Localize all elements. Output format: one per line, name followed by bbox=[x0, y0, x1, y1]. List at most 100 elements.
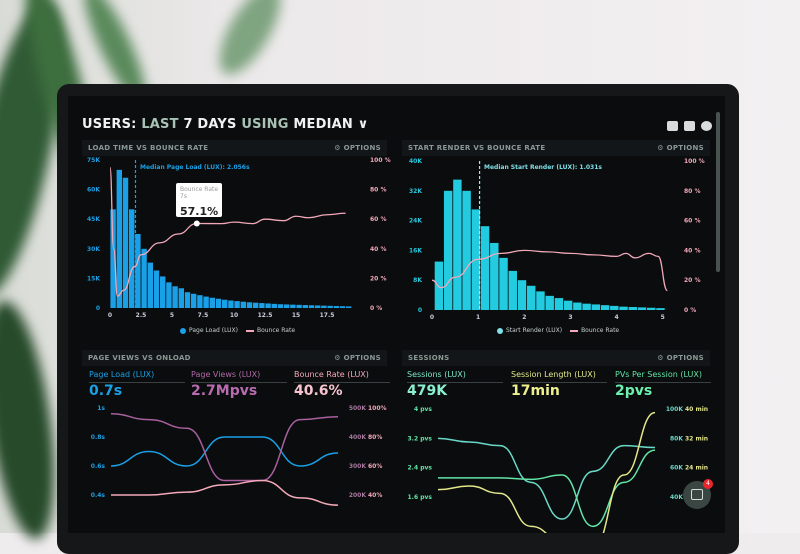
series-line bbox=[437, 437, 656, 520]
hover-point bbox=[193, 220, 200, 227]
legend-item[interactable]: Bounce Rate bbox=[570, 327, 619, 334]
panel-header-page-views: PAGE VIEWS VS ONLOAD ⚙ OPTIONS bbox=[82, 350, 387, 366]
histogram-bar bbox=[480, 226, 490, 310]
histogram-bar bbox=[129, 209, 135, 308]
histogram-bar bbox=[346, 306, 352, 308]
y2-tick-label: 100K bbox=[666, 406, 684, 413]
y2-tick-label: 80K bbox=[670, 435, 683, 442]
histogram-bar bbox=[563, 300, 573, 310]
histogram-bar bbox=[591, 304, 601, 310]
metric-value: 479K bbox=[407, 383, 448, 399]
monitor-icon[interactable] bbox=[667, 121, 678, 131]
metric-value: 17min bbox=[511, 383, 560, 399]
metric-label: Sessions (LUX) bbox=[407, 370, 503, 383]
y-tick-label: 1.6 pvs bbox=[408, 494, 433, 501]
histogram-bar bbox=[582, 303, 591, 310]
histogram-bar bbox=[554, 298, 564, 310]
panel-title: START RENDER VS BOUNCE RATE bbox=[408, 144, 546, 152]
y-tick-label: 1s bbox=[97, 405, 105, 412]
histogram-bar bbox=[141, 248, 147, 308]
help-icon[interactable] bbox=[701, 121, 712, 131]
metric-label: Session Length (LUX) bbox=[511, 370, 607, 383]
legend-item[interactable]: Start Render (LUX) bbox=[497, 327, 562, 334]
title-range: 7 DAYS bbox=[183, 117, 237, 132]
histogram-bar bbox=[333, 306, 339, 308]
y3-tick-label: 60% bbox=[368, 463, 382, 470]
legend-item[interactable]: Bounce Rate bbox=[245, 327, 295, 334]
series-line bbox=[110, 436, 339, 467]
legend-label: Page Load (LUX) bbox=[189, 327, 238, 334]
options-button[interactable]: ⚙ OPTIONS bbox=[334, 144, 381, 152]
histogram-bar bbox=[600, 305, 610, 310]
x-tick-label: 0 bbox=[430, 314, 434, 321]
dashboard-title[interactable]: USERS: LAST 7 DAYS USING MEDIAN ∨ bbox=[82, 117, 368, 132]
y-tick-label: 8K bbox=[413, 277, 422, 284]
y-tick-label: 60K bbox=[87, 187, 100, 194]
scrollbar[interactable] bbox=[716, 112, 720, 272]
y-tick-label: 32K bbox=[409, 188, 422, 195]
dashboard-screen bbox=[68, 96, 725, 533]
histogram-bar bbox=[647, 307, 656, 310]
metric-label: Page Load (LUX) bbox=[89, 370, 185, 383]
histogram-bar bbox=[628, 307, 637, 310]
y2-tick-label: 500K bbox=[349, 405, 367, 412]
metric-value: 0.7s bbox=[89, 383, 123, 399]
histogram-bar bbox=[536, 291, 545, 310]
chat-button[interactable]: 4 bbox=[683, 479, 713, 509]
histogram-bar bbox=[321, 305, 327, 308]
histogram-bar bbox=[327, 305, 333, 308]
options-button[interactable]: ⚙ OPTIONS bbox=[657, 354, 704, 362]
y2-tick-label: 400K bbox=[349, 434, 367, 441]
metric-sessions: Sessions (LUX) 479K bbox=[407, 370, 503, 399]
y2-tick-label: 80 % bbox=[684, 188, 700, 195]
y2-tick-label: 100 % bbox=[370, 157, 391, 164]
histogram-bar bbox=[265, 303, 271, 308]
chevron-down-icon[interactable]: ∨ bbox=[357, 117, 369, 132]
y-tick-label: 0 bbox=[418, 307, 422, 314]
metric-pvs-per-session: PVs Per Session (LUX) 2pvs bbox=[615, 370, 711, 399]
metric-bounce-rate: Bounce Rate (LUX) 40.6% bbox=[294, 370, 390, 399]
series-line bbox=[438, 449, 656, 528]
histogram-bar bbox=[215, 298, 222, 308]
histogram-bar bbox=[527, 285, 536, 310]
histogram-bar bbox=[228, 300, 234, 308]
y2-tick-label: 60 % bbox=[370, 216, 386, 223]
histogram-bar bbox=[619, 306, 628, 310]
legend-item[interactable]: Page Load (LUX) bbox=[180, 327, 238, 334]
histogram-bar bbox=[234, 301, 240, 308]
histogram-bar bbox=[490, 242, 499, 310]
y-tick-label: 40K bbox=[409, 158, 422, 165]
histogram-bar bbox=[222, 299, 228, 308]
histogram-bar bbox=[277, 304, 284, 308]
y2-tick-label: 0 % bbox=[370, 305, 382, 312]
panel-header-sessions: SESSIONS ⚙ OPTIONS bbox=[402, 350, 710, 366]
options-label: OPTIONS bbox=[666, 144, 704, 152]
histogram-bar bbox=[110, 209, 116, 308]
y2-tick-label: 40 % bbox=[370, 246, 386, 253]
options-button[interactable]: ⚙ OPTIONS bbox=[657, 144, 704, 152]
histogram-bar bbox=[166, 282, 172, 308]
x-tick-label: 4 bbox=[615, 314, 619, 321]
options-button[interactable]: ⚙ OPTIONS bbox=[334, 354, 381, 362]
share-icon[interactable] bbox=[684, 121, 695, 131]
chart-legend: Page Load (LUX) Bounce Rate bbox=[180, 327, 295, 334]
panel-title: LOAD TIME VS BOUNCE RATE bbox=[88, 144, 209, 152]
histogram-bar bbox=[191, 293, 197, 308]
y-tick-label: 3.2 pvs bbox=[408, 435, 433, 442]
histogram-bar bbox=[434, 261, 444, 310]
median-label: Median Page Load (LUX): 2.056s bbox=[140, 164, 250, 171]
y-tick-label: 30K bbox=[87, 246, 100, 253]
y-tick-label: 0.4s bbox=[91, 492, 106, 499]
histogram-bar bbox=[253, 302, 259, 308]
legend-label: Start Render (LUX) bbox=[506, 327, 563, 334]
series-line bbox=[110, 413, 339, 482]
y2-tick-label: 20 % bbox=[684, 277, 700, 284]
y2-tick-label: 40K bbox=[670, 494, 683, 501]
x-tick-label: 0 bbox=[108, 312, 112, 319]
x-tick-label: 17.5 bbox=[320, 312, 335, 319]
histogram-bar bbox=[172, 286, 178, 308]
metric-session-length: Session Length (LUX) 17min bbox=[511, 370, 607, 399]
metric-label: Bounce Rate (LUX) bbox=[294, 370, 390, 383]
histogram-bar bbox=[116, 169, 122, 308]
histogram-bar bbox=[656, 308, 665, 310]
